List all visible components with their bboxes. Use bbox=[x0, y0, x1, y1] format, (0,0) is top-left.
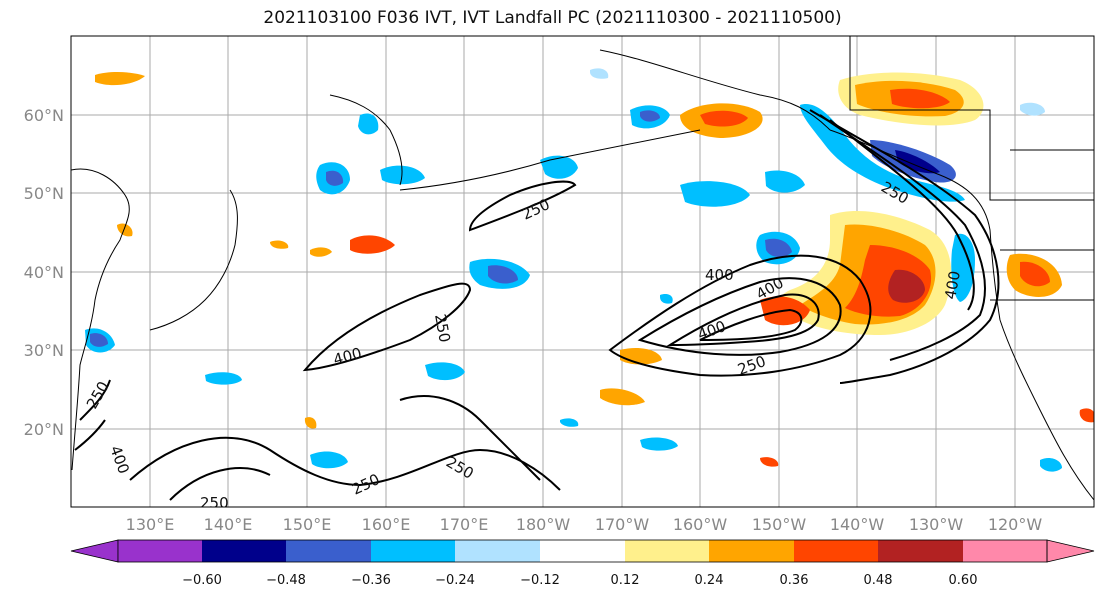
lon-label: 170°W bbox=[595, 515, 650, 534]
lon-label: 160°E bbox=[362, 515, 411, 534]
lon-label: 130°W bbox=[909, 515, 964, 534]
colorbar-bin bbox=[709, 540, 794, 562]
lat-label: 60°N bbox=[24, 106, 64, 125]
colorbar: −0.60 −0.48 −0.36 −0.24 −0.12 0.12 0.24 … bbox=[70, 539, 1095, 588]
latitude-labels: 60°N 50°N 40°N 30°N 20°N bbox=[24, 106, 64, 439]
colorbar-bin bbox=[794, 540, 878, 562]
contour-label: 400 bbox=[106, 443, 133, 476]
colorbar-bin bbox=[540, 540, 625, 562]
colorbar-bin bbox=[371, 540, 455, 562]
colorbar-bin bbox=[286, 540, 371, 562]
lon-label: 140°E bbox=[204, 515, 253, 534]
contour-label: 400 bbox=[331, 344, 363, 369]
contour-label: 250 bbox=[349, 470, 383, 498]
contour-250-south bbox=[129, 436, 561, 491]
colorbar-ticks: −0.60 −0.48 −0.36 −0.24 −0.12 0.12 0.24 … bbox=[182, 573, 977, 588]
lon-label: 120°W bbox=[988, 515, 1043, 534]
colorbar-bin bbox=[118, 540, 202, 562]
lon-label: 170°E bbox=[440, 515, 489, 534]
lat-label: 40°N bbox=[24, 263, 64, 282]
colorbar-tick: −0.60 bbox=[182, 573, 222, 588]
aleutian-chain bbox=[399, 129, 701, 191]
alaska-coastline bbox=[599, 49, 831, 131]
colorbar-bin bbox=[455, 540, 540, 562]
contour-label: 250 bbox=[200, 494, 229, 512]
colorbar-tick: 0.60 bbox=[949, 573, 978, 588]
contour-label: 250 bbox=[735, 352, 768, 379]
lon-label: 180°W bbox=[516, 515, 571, 534]
lat-label: 20°N bbox=[24, 420, 64, 439]
lat-label: 30°N bbox=[24, 341, 64, 360]
map-frame bbox=[70, 35, 1095, 508]
lat-label: 50°N bbox=[24, 184, 64, 203]
contour-250-alaska bbox=[468, 180, 577, 232]
colorbar-bin bbox=[202, 540, 286, 562]
lon-label: 130°E bbox=[126, 515, 175, 534]
contour-label: 400 bbox=[705, 266, 734, 284]
positive-anomaly-main-peak bbox=[888, 269, 925, 303]
asia-coastline bbox=[71, 168, 130, 471]
lon-label: 150°W bbox=[752, 515, 807, 534]
colorbar-bin bbox=[878, 540, 963, 562]
contour-label: 400 bbox=[941, 269, 964, 300]
contour-label: 250 bbox=[431, 313, 454, 344]
ivt-contours bbox=[74, 109, 1000, 501]
lon-label: 140°W bbox=[830, 515, 885, 534]
colorbar-tick: 0.12 bbox=[611, 573, 640, 588]
colorbar-tick: 0.48 bbox=[864, 573, 893, 588]
colorbar-bin bbox=[963, 540, 1047, 562]
colorbar-min-extend bbox=[70, 539, 119, 563]
map-title: 2021103100 F036 IVT, IVT Landfall PC (20… bbox=[263, 8, 842, 28]
colorbar-bin bbox=[625, 540, 709, 562]
shading-layer bbox=[85, 68, 1094, 472]
contour-400-ring bbox=[608, 254, 872, 377]
colorbar-max-extend bbox=[1046, 539, 1095, 563]
contour-250-eastern-ring bbox=[809, 109, 1000, 384]
colorbar-tick: −0.12 bbox=[520, 573, 560, 588]
colorbar-tick: 0.36 bbox=[780, 573, 809, 588]
japan-coastline bbox=[149, 189, 238, 331]
colorbar-tick: −0.48 bbox=[266, 573, 306, 588]
positive-anomaly-north-high bbox=[890, 88, 950, 109]
colorbar-tick: −0.36 bbox=[351, 573, 391, 588]
contour-250-central bbox=[302, 282, 472, 372]
kamchatka-coastline bbox=[329, 94, 403, 186]
land-border bbox=[849, 36, 1094, 201]
colorbar-tick: −0.24 bbox=[435, 573, 475, 588]
coastlines bbox=[71, 36, 1094, 501]
longitude-labels: 130°E 140°E 150°E 160°E 170°E 180°W 170°… bbox=[126, 515, 1043, 534]
na-coastline bbox=[829, 129, 1094, 501]
colorbar-tick: 0.24 bbox=[695, 573, 724, 588]
lon-label: 160°W bbox=[673, 515, 728, 534]
lon-label: 150°E bbox=[283, 515, 332, 534]
